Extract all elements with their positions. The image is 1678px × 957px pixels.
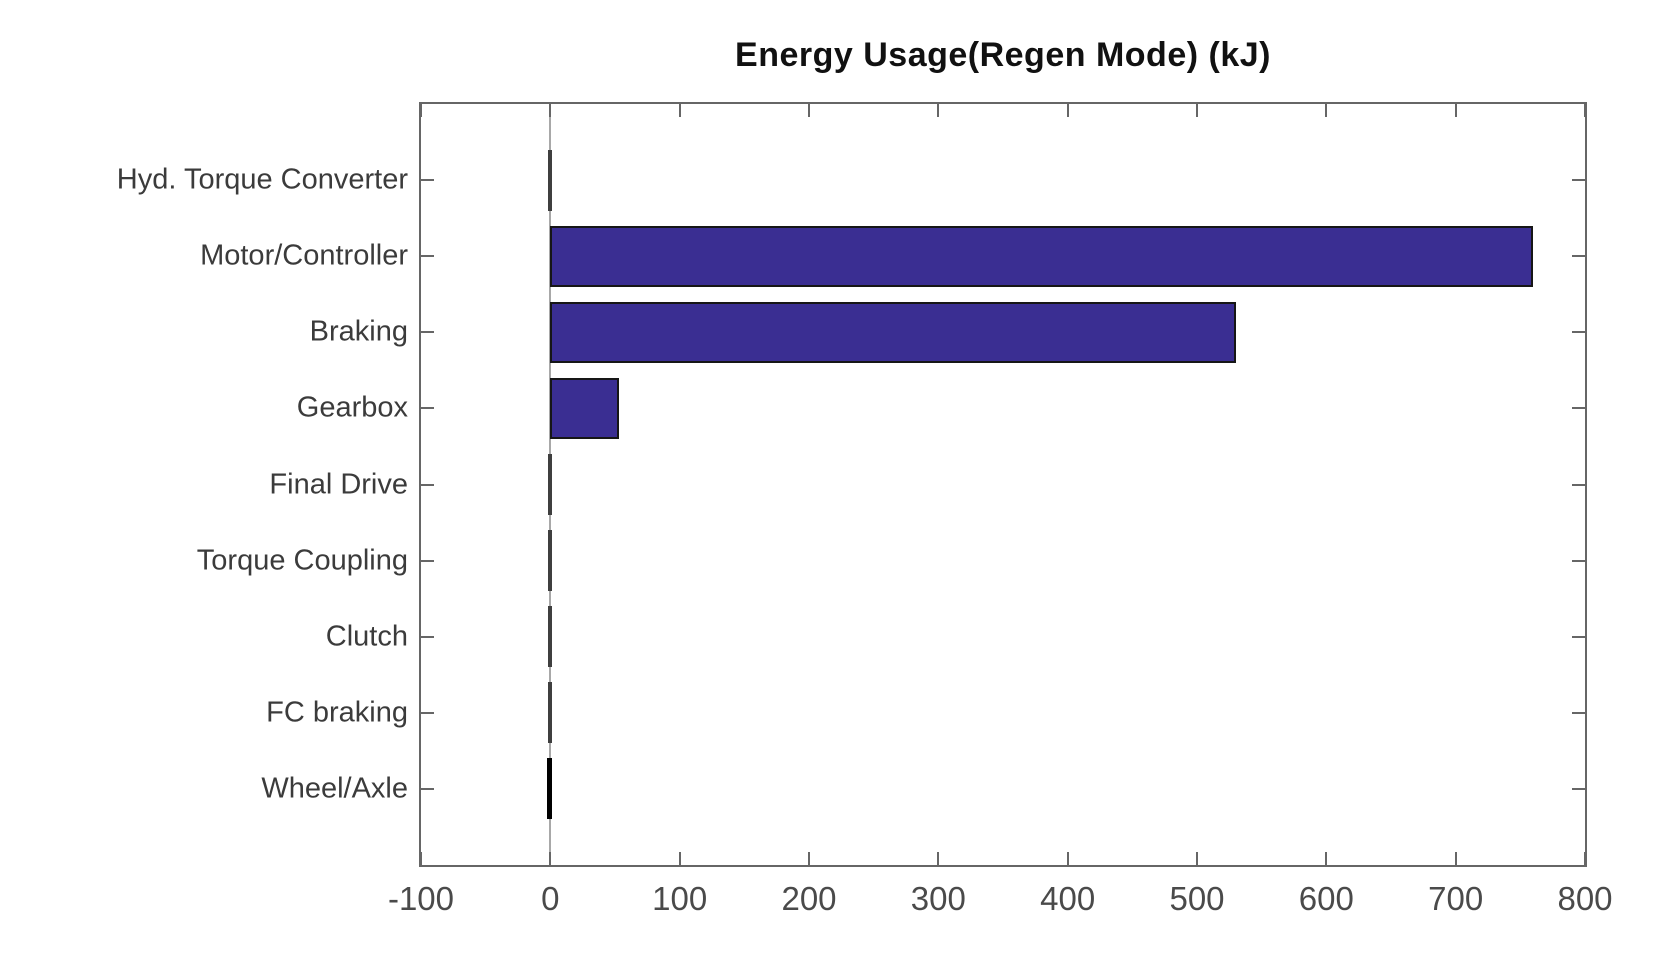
bar-motor-controller bbox=[550, 225, 1534, 287]
x-tick-top bbox=[549, 104, 552, 117]
y-tick-right bbox=[1572, 255, 1585, 258]
y-tick-right bbox=[1572, 483, 1585, 486]
x-tick-top bbox=[1454, 104, 1457, 117]
x-tick-label-300: 300 bbox=[910, 880, 966, 917]
x-tick-top bbox=[678, 104, 681, 117]
zero-bar-torque-coupling bbox=[548, 530, 553, 592]
y-tick-label-final-drive: Final Drive bbox=[269, 468, 408, 500]
x-tick-top bbox=[420, 104, 422, 117]
y-tick-right bbox=[1572, 559, 1585, 562]
x-tick-bottom bbox=[808, 852, 810, 865]
y-tick-left bbox=[421, 711, 434, 714]
zero-bar-clutch bbox=[548, 606, 553, 668]
y-tick-label-motor-controller: Motor/Controller bbox=[200, 239, 408, 272]
y-tick-label-fc-braking: FC braking bbox=[266, 696, 408, 729]
y-tick-left bbox=[421, 407, 434, 410]
x-tick-label-0: 0 bbox=[541, 880, 560, 917]
x-tick-label-neg-100: -100 bbox=[387, 880, 455, 917]
bar-gearbox bbox=[550, 377, 619, 439]
y-tick-left bbox=[421, 787, 434, 790]
y-tick-right bbox=[1572, 179, 1585, 182]
y-tick-left bbox=[421, 635, 434, 638]
x-tick-label-600: 600 bbox=[1298, 880, 1354, 917]
bar-braking bbox=[550, 301, 1236, 363]
x-tick-label-100: 100 bbox=[652, 880, 708, 917]
x-tick-label-800: 800 bbox=[1557, 880, 1613, 917]
zero-bar-final-drive bbox=[548, 454, 553, 515]
y-tick-label-wheel-axle: Wheel/Axle bbox=[261, 772, 408, 805]
y-tick-label-braking: Braking bbox=[309, 315, 408, 348]
x-tick-label-200: 200 bbox=[781, 880, 837, 917]
plot-area bbox=[419, 102, 1587, 867]
y-tick-label-hyd-torque-converter: Hyd. Torque Converter bbox=[116, 163, 408, 196]
x-tick-top bbox=[1325, 104, 1328, 117]
y-tick-label-gearbox: Gearbox bbox=[296, 391, 408, 424]
y-tick-right bbox=[1572, 407, 1585, 410]
y-tick-right bbox=[1572, 331, 1585, 334]
x-tick-top bbox=[1066, 104, 1069, 117]
zero-bar-fc-braking bbox=[548, 682, 553, 744]
y-tick-right bbox=[1572, 787, 1585, 790]
x-tick-top bbox=[1196, 104, 1198, 117]
x-tick-bottom bbox=[420, 852, 422, 865]
x-tick-label-400: 400 bbox=[1040, 880, 1096, 917]
y-tick-right bbox=[1572, 635, 1585, 638]
x-tick-bottom bbox=[1584, 852, 1586, 865]
chart-title: Energy Usage(Regen Mode) (kJ) bbox=[735, 36, 1271, 74]
y-tick-left bbox=[421, 255, 434, 258]
y-tick-left bbox=[421, 559, 434, 562]
x-tick-bottom bbox=[1325, 852, 1328, 865]
y-tick-label-clutch: Clutch bbox=[325, 620, 408, 653]
x-tick-top bbox=[1584, 104, 1586, 117]
x-tick-top bbox=[808, 104, 810, 117]
zero-bar-wheel-axle bbox=[546, 758, 553, 820]
y-tick-left bbox=[421, 179, 434, 182]
x-tick-label-700: 700 bbox=[1428, 880, 1484, 917]
x-tick-label-500: 500 bbox=[1169, 880, 1225, 917]
zero-bar-hyd-torque-converter bbox=[548, 149, 553, 211]
x-tick-top bbox=[937, 104, 940, 117]
y-tick-left bbox=[421, 331, 434, 334]
y-tick-right bbox=[1572, 711, 1585, 714]
x-tick-bottom bbox=[1066, 852, 1069, 865]
x-tick-bottom bbox=[1454, 852, 1457, 865]
x-tick-bottom bbox=[1196, 852, 1198, 865]
x-tick-bottom bbox=[678, 852, 681, 865]
x-tick-bottom bbox=[937, 852, 940, 865]
x-tick-bottom bbox=[549, 852, 552, 865]
y-tick-left bbox=[421, 483, 434, 486]
y-tick-label-torque-coupling: Torque Coupling bbox=[196, 544, 408, 577]
